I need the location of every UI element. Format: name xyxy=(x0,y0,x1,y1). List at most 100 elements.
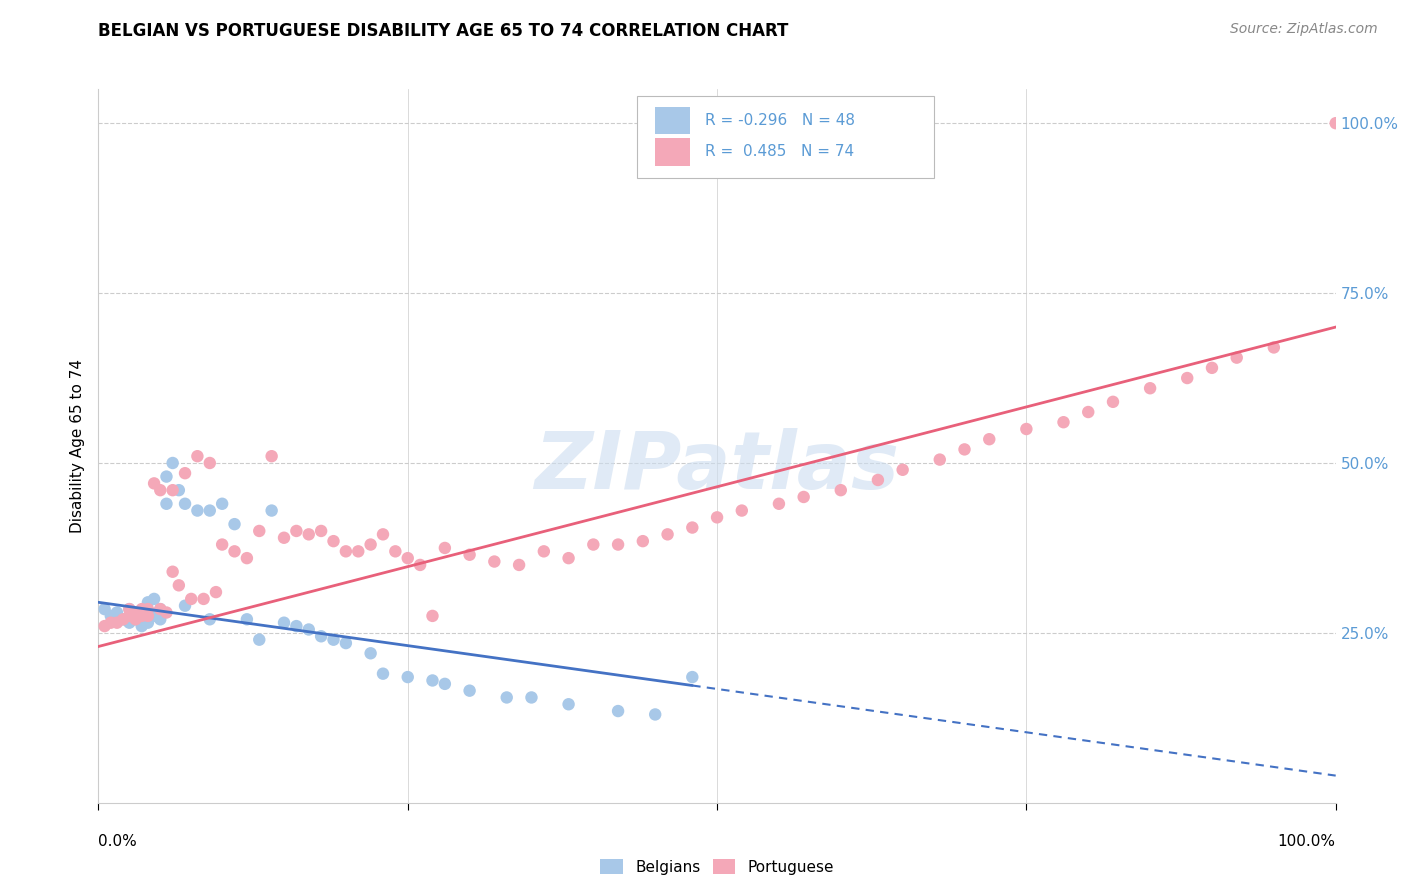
Point xyxy=(136,608,159,623)
Point xyxy=(124,606,146,620)
Point xyxy=(131,608,153,623)
Point xyxy=(396,670,419,684)
Point xyxy=(979,432,1001,446)
Point xyxy=(335,636,357,650)
Point xyxy=(830,483,852,498)
Point xyxy=(508,558,530,572)
Point xyxy=(360,646,382,660)
Point xyxy=(162,456,184,470)
Point xyxy=(1226,351,1249,365)
Point xyxy=(149,612,172,626)
Point xyxy=(211,497,233,511)
Point xyxy=(118,602,141,616)
Point xyxy=(533,544,555,558)
Point xyxy=(174,599,197,613)
Point xyxy=(607,537,630,551)
Point xyxy=(557,551,579,566)
Text: 100.0%: 100.0% xyxy=(1278,834,1336,849)
Point xyxy=(198,456,221,470)
Point xyxy=(198,503,221,517)
Point xyxy=(681,520,703,534)
Point xyxy=(193,591,215,606)
Bar xyxy=(655,107,690,134)
Point xyxy=(174,466,197,480)
Point xyxy=(285,524,308,538)
Point xyxy=(309,629,332,643)
Point xyxy=(495,690,517,705)
Point xyxy=(149,602,172,616)
Point xyxy=(422,673,444,688)
Point xyxy=(247,524,270,538)
Point xyxy=(155,469,177,483)
Point xyxy=(706,510,728,524)
Point xyxy=(1263,341,1285,355)
Point xyxy=(322,632,344,647)
Point xyxy=(112,612,135,626)
Point xyxy=(1015,422,1038,436)
Point xyxy=(657,527,679,541)
Point xyxy=(298,527,321,541)
Point xyxy=(174,497,197,511)
Point xyxy=(186,503,208,517)
Point xyxy=(105,606,128,620)
Point xyxy=(347,544,370,558)
Point xyxy=(1052,415,1074,429)
Point xyxy=(1139,381,1161,395)
Point xyxy=(124,612,146,626)
Point xyxy=(285,619,308,633)
Point xyxy=(371,666,394,681)
Point xyxy=(167,578,190,592)
Point xyxy=(557,698,579,712)
Point xyxy=(273,531,295,545)
Bar xyxy=(655,138,690,166)
Point xyxy=(631,534,654,549)
Point xyxy=(93,602,115,616)
Point xyxy=(396,551,419,566)
Point xyxy=(198,612,221,626)
Point xyxy=(124,606,146,620)
Point xyxy=(607,704,630,718)
Point xyxy=(143,608,166,623)
Point xyxy=(458,548,481,562)
Point xyxy=(118,615,141,630)
Point xyxy=(236,612,259,626)
Point xyxy=(866,473,889,487)
Text: ZIPatlas: ZIPatlas xyxy=(534,428,900,507)
Point xyxy=(1175,371,1198,385)
Point xyxy=(143,591,166,606)
Point xyxy=(433,677,456,691)
Point xyxy=(162,483,184,498)
Point xyxy=(422,608,444,623)
Point xyxy=(768,497,790,511)
Point xyxy=(335,544,357,558)
Point xyxy=(731,503,754,517)
Y-axis label: Disability Age 65 to 74: Disability Age 65 to 74 xyxy=(69,359,84,533)
Point xyxy=(93,619,115,633)
Point xyxy=(211,537,233,551)
Point xyxy=(236,551,259,566)
Point xyxy=(768,136,790,151)
Point xyxy=(644,707,666,722)
Point xyxy=(273,615,295,630)
Point xyxy=(1201,360,1223,375)
Point xyxy=(953,442,976,457)
Text: Source: ZipAtlas.com: Source: ZipAtlas.com xyxy=(1230,22,1378,37)
Point xyxy=(205,585,228,599)
Point xyxy=(131,602,153,616)
Point xyxy=(100,615,122,630)
Point xyxy=(136,602,159,616)
Text: R =  0.485   N = 74: R = 0.485 N = 74 xyxy=(704,145,853,160)
Point xyxy=(105,615,128,630)
Point xyxy=(124,612,146,626)
Point xyxy=(681,670,703,684)
Point xyxy=(458,683,481,698)
Point xyxy=(520,690,543,705)
Point xyxy=(484,555,506,569)
Point xyxy=(112,612,135,626)
Point xyxy=(100,608,122,623)
Point xyxy=(360,537,382,551)
Point xyxy=(582,537,605,551)
Point xyxy=(891,463,914,477)
Point xyxy=(118,608,141,623)
Point xyxy=(322,534,344,549)
